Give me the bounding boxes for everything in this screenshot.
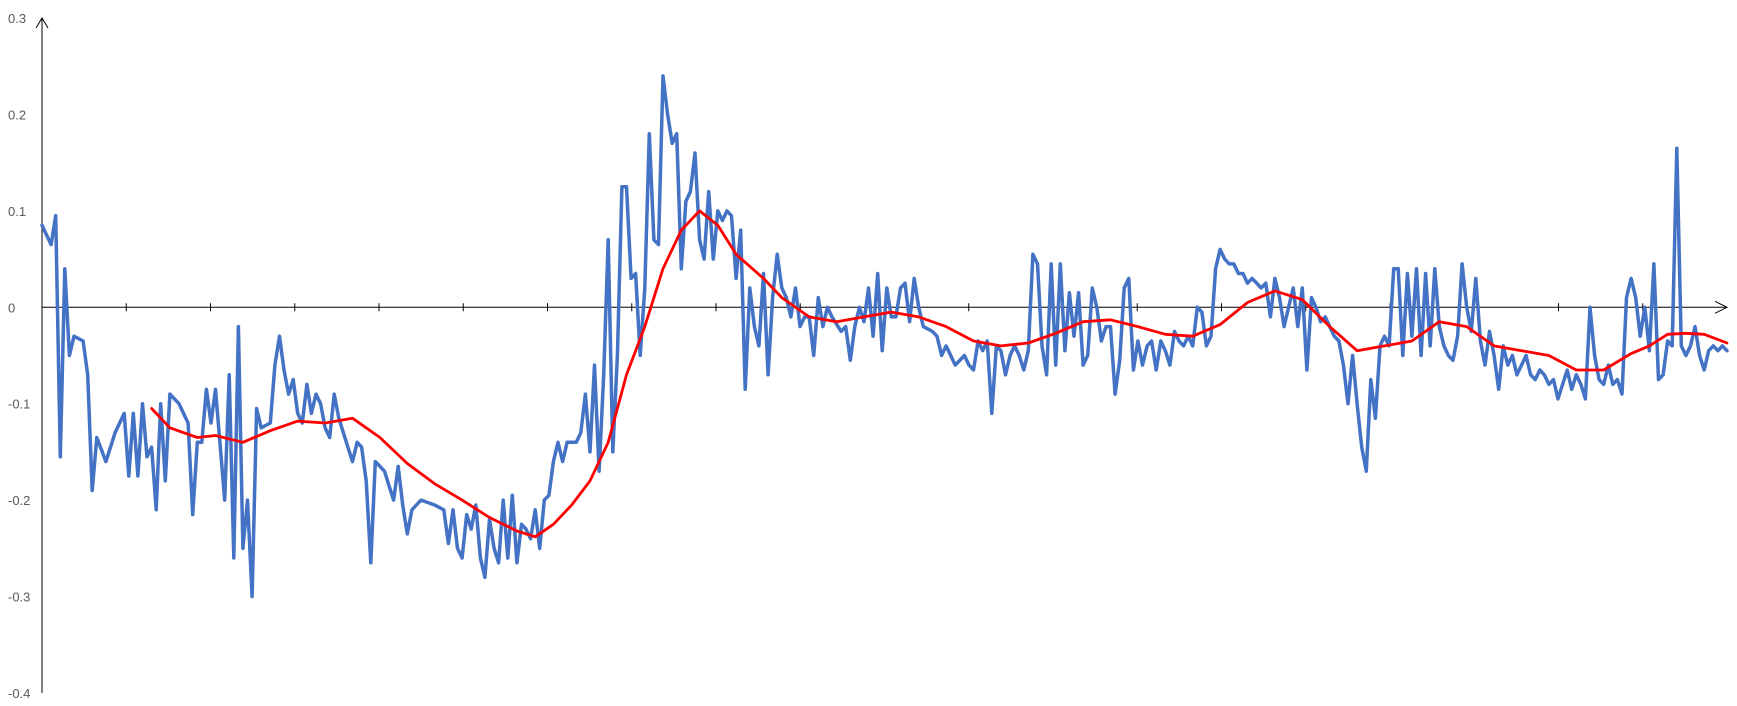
series-group: [40, 74, 1729, 599]
x-axis-arrow: [1714, 300, 1729, 314]
y-tick-label: 0.3: [8, 11, 26, 26]
y-tick-label: 0: [8, 300, 15, 315]
y-axis-arrow: [35, 17, 49, 29]
series-line-red: [150, 209, 1729, 539]
y-tick-label: -0.3: [8, 590, 30, 605]
y-axis: 0.3 0.2 0.1 0 -0.1 -0.2 -0.3 -0.4: [8, 11, 49, 701]
y-tick-label: -0.1: [8, 397, 30, 412]
y-tick-label: -0.2: [8, 493, 30, 508]
series-line-blue: [40, 74, 1729, 599]
y-tick-label: 0.1: [8, 204, 26, 219]
y-tick-label: 0.2: [8, 107, 26, 122]
y-tick-label: -0.4: [8, 686, 30, 701]
